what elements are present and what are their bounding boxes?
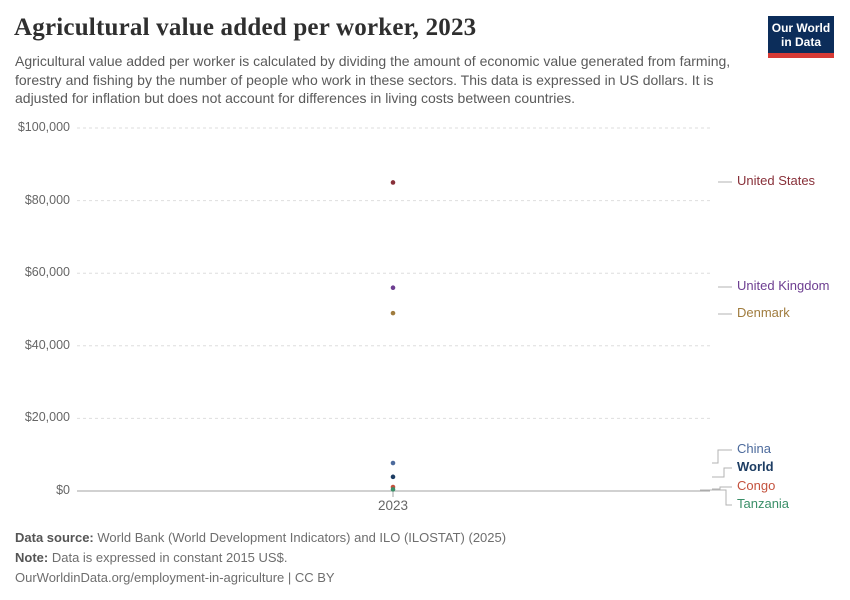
chart-footer: Data source: World Bank (World Developme… (15, 528, 835, 588)
footer-data-source-label: Data source: (15, 530, 94, 545)
y-axis-tick-label: $60,000 (24, 265, 70, 280)
y-axis-tick-label: $0 (56, 483, 70, 497)
footer-note-label: Note: (15, 550, 49, 565)
label-connector-line (712, 489, 732, 506)
data-point-tanzania[interactable] (390, 487, 396, 492)
owid-logo-red-bar (768, 53, 834, 58)
entity-label-congo[interactable]: Congo (737, 478, 776, 493)
footer-note: Note: Data is expressed in constant 2015… (15, 548, 835, 568)
x-axis-tick-label: 2023 (377, 498, 409, 513)
footer-data-source: Data source: World Bank (World Developme… (15, 528, 835, 548)
entity-label-united-states[interactable]: United States (737, 173, 816, 188)
footer-note-text: Data is expressed in constant 2015 US$. (51, 550, 288, 565)
y-axis-tick-label: $20,000 (24, 410, 70, 425)
label-connector-line (712, 467, 732, 478)
owid-logo[interactable]: Our World in Data (768, 16, 834, 58)
footer-url-license[interactable]: OurWorldinData.org/employment-in-agricul… (15, 570, 335, 585)
data-point-china[interactable] (390, 460, 396, 466)
owid-logo-box: Our World in Data (768, 16, 834, 53)
data-point-united-states[interactable] (390, 180, 396, 185)
entity-label-united-kingdom[interactable]: United Kingdom (737, 278, 830, 293)
owid-logo-line1: Our World (771, 20, 831, 35)
owid-logo-line2: in Data (780, 34, 821, 49)
label-connector-line (712, 449, 732, 464)
entity-label-tanzania[interactable]: Tanzania (737, 496, 790, 511)
label-connector-line (712, 486, 732, 490)
data-point-denmark[interactable] (390, 310, 396, 316)
y-axis-tick-label: $40,000 (24, 337, 70, 352)
y-axis-tick-label: $100,000 (17, 120, 70, 134)
data-point-united-kingdom[interactable] (390, 285, 396, 291)
footer-data-source-text: World Bank (World Development Indicators… (97, 530, 507, 545)
data-point-world[interactable] (390, 474, 396, 480)
chart-title: Agricultural value added per worker, 202… (14, 14, 477, 41)
entity-label-denmark[interactable]: Denmark (737, 305, 790, 320)
entity-label-china[interactable]: China (737, 441, 771, 456)
entity-label-world[interactable]: World (737, 459, 774, 474)
y-axis-tick-label: $80,000 (24, 192, 70, 207)
chart-subtitle: Agricultural value added per worker is c… (15, 53, 731, 106)
